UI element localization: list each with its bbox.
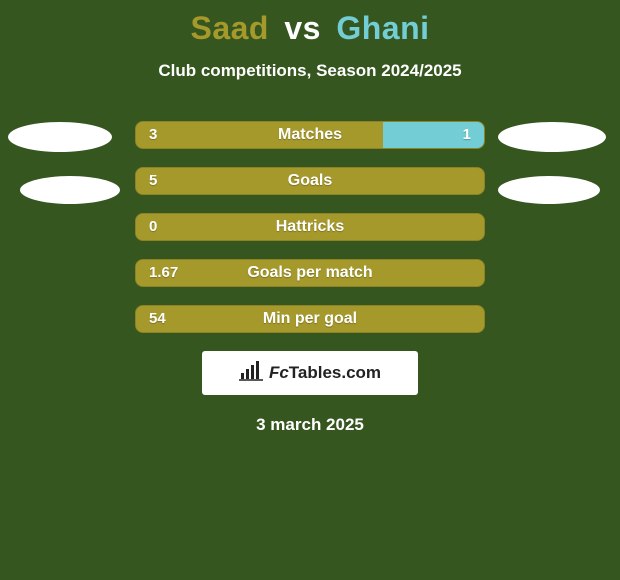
player2-avatar-placeholder-1 [498,122,606,152]
date-text: 3 march 2025 [0,415,620,435]
subtitle: Club competitions, Season 2024/2025 [0,61,620,81]
stats-rows: Matches31Goals5Hattricks0Goals per match… [0,121,620,333]
stat-bar [135,259,485,287]
logo-text-fc: Fc [269,363,289,382]
stat-bar-left [136,122,383,148]
stat-row: Hattricks0 [135,213,485,241]
stat-bar [135,305,485,333]
stat-value-left: 54 [149,305,166,333]
stat-bar-left [136,214,484,240]
stat-row: Goals per match1.67 [135,259,485,287]
player2-avatar-placeholder-2 [498,176,600,204]
player1-avatar-placeholder-1 [8,122,112,152]
page-title: Saad vs Ghani [0,0,620,47]
barchart-icon [239,361,263,386]
stat-value-right: 1 [463,121,471,149]
comparison-infographic: Saad vs Ghani Club competitions, Season … [0,0,620,580]
stat-row: Goals5 [135,167,485,195]
stat-value-left: 5 [149,167,157,195]
logo-text: FcTables.com [269,363,381,383]
stat-bar [135,213,485,241]
stat-row: Matches31 [135,121,485,149]
stat-bar-left [136,260,484,286]
stat-value-left: 3 [149,121,157,149]
stat-value-left: 1.67 [149,259,178,287]
logo-box: FcTables.com [202,351,418,395]
stat-row: Min per goal54 [135,305,485,333]
title-player2: Ghani [336,10,429,46]
stat-bar-left [136,306,484,332]
stat-value-left: 0 [149,213,157,241]
title-player1: Saad [190,10,268,46]
stat-bar [135,167,485,195]
stat-bar [135,121,485,149]
logo-text-rest: Tables.com [289,363,381,382]
stat-bar-left [136,168,484,194]
player1-avatar-placeholder-2 [20,176,120,204]
title-vs: vs [284,10,321,46]
